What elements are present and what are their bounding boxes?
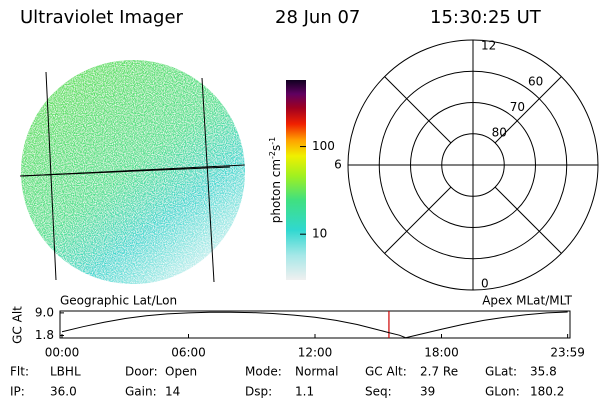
uv-image: [19, 60, 245, 284]
info-value: 1.1: [295, 385, 314, 399]
mlt-label: 0: [481, 277, 489, 291]
y-tick-label: 1.8: [35, 328, 54, 342]
mlt-label: 6: [334, 158, 342, 172]
x-tick-label: 12:00: [298, 346, 333, 360]
info-label: Mode:: [245, 365, 282, 379]
grid-line: [45, 71, 57, 281]
colorbar-tick-label: 100: [312, 139, 335, 153]
info-value: Normal: [295, 365, 338, 379]
info-value: 180.2: [530, 385, 564, 399]
lat-label: 70: [510, 100, 525, 114]
colorbar-tick-label: 10: [312, 227, 327, 241]
colorbar-label: photon cm-2s-1: [268, 137, 283, 224]
lat-label: 60: [528, 75, 543, 89]
info-value: 14: [165, 385, 180, 399]
altitude-line: [61, 311, 568, 339]
x-tick-label: 23:59: [550, 346, 585, 360]
info-label: Door:: [125, 365, 158, 379]
info-label: IP:: [10, 385, 25, 399]
time: 15:30:25 UT: [430, 7, 542, 28]
title: Ultraviolet Imager: [20, 7, 184, 28]
right-title: Apex MLat/MLT: [482, 294, 572, 308]
y-tick-label: 9.0: [35, 305, 54, 319]
radial-line: [494, 186, 562, 254]
info-label: GC Alt:: [365, 365, 407, 379]
date: 28 Jun 07: [275, 7, 360, 28]
x-tick-label: 00:00: [45, 346, 80, 360]
info-label: Gain:: [125, 385, 157, 399]
info-label: Flt:: [10, 365, 29, 379]
info-value: Open: [165, 365, 197, 379]
info-value: 39: [420, 385, 435, 399]
x-tick-label: 06:00: [171, 346, 206, 360]
grid-line: [19, 166, 231, 177]
x-tick-label: 18:00: [424, 346, 459, 360]
y-axis-label: GC Alt: [11, 306, 25, 344]
info-label: Seq:: [365, 385, 392, 399]
grid-line: [201, 77, 215, 283]
info-value: 2.7 Re: [420, 365, 458, 379]
radial-line: [384, 186, 452, 254]
image-disk: [21, 60, 245, 284]
info-value: LBHL: [50, 365, 81, 379]
left-title: Geographic Lat/Lon: [60, 294, 177, 308]
info-label: GLat:: [485, 365, 517, 379]
lat-label: 80: [492, 126, 507, 140]
info-label: GLon:: [485, 385, 520, 399]
info-value: 36.0: [50, 385, 77, 399]
mlt-label: 12: [481, 39, 496, 53]
radial-line: [494, 76, 562, 144]
radial-line: [384, 76, 452, 144]
colorbar: [286, 80, 306, 280]
info-label: Dsp:: [245, 385, 272, 399]
info-value: 35.8: [530, 365, 557, 379]
plot-frame: [59, 310, 571, 339]
